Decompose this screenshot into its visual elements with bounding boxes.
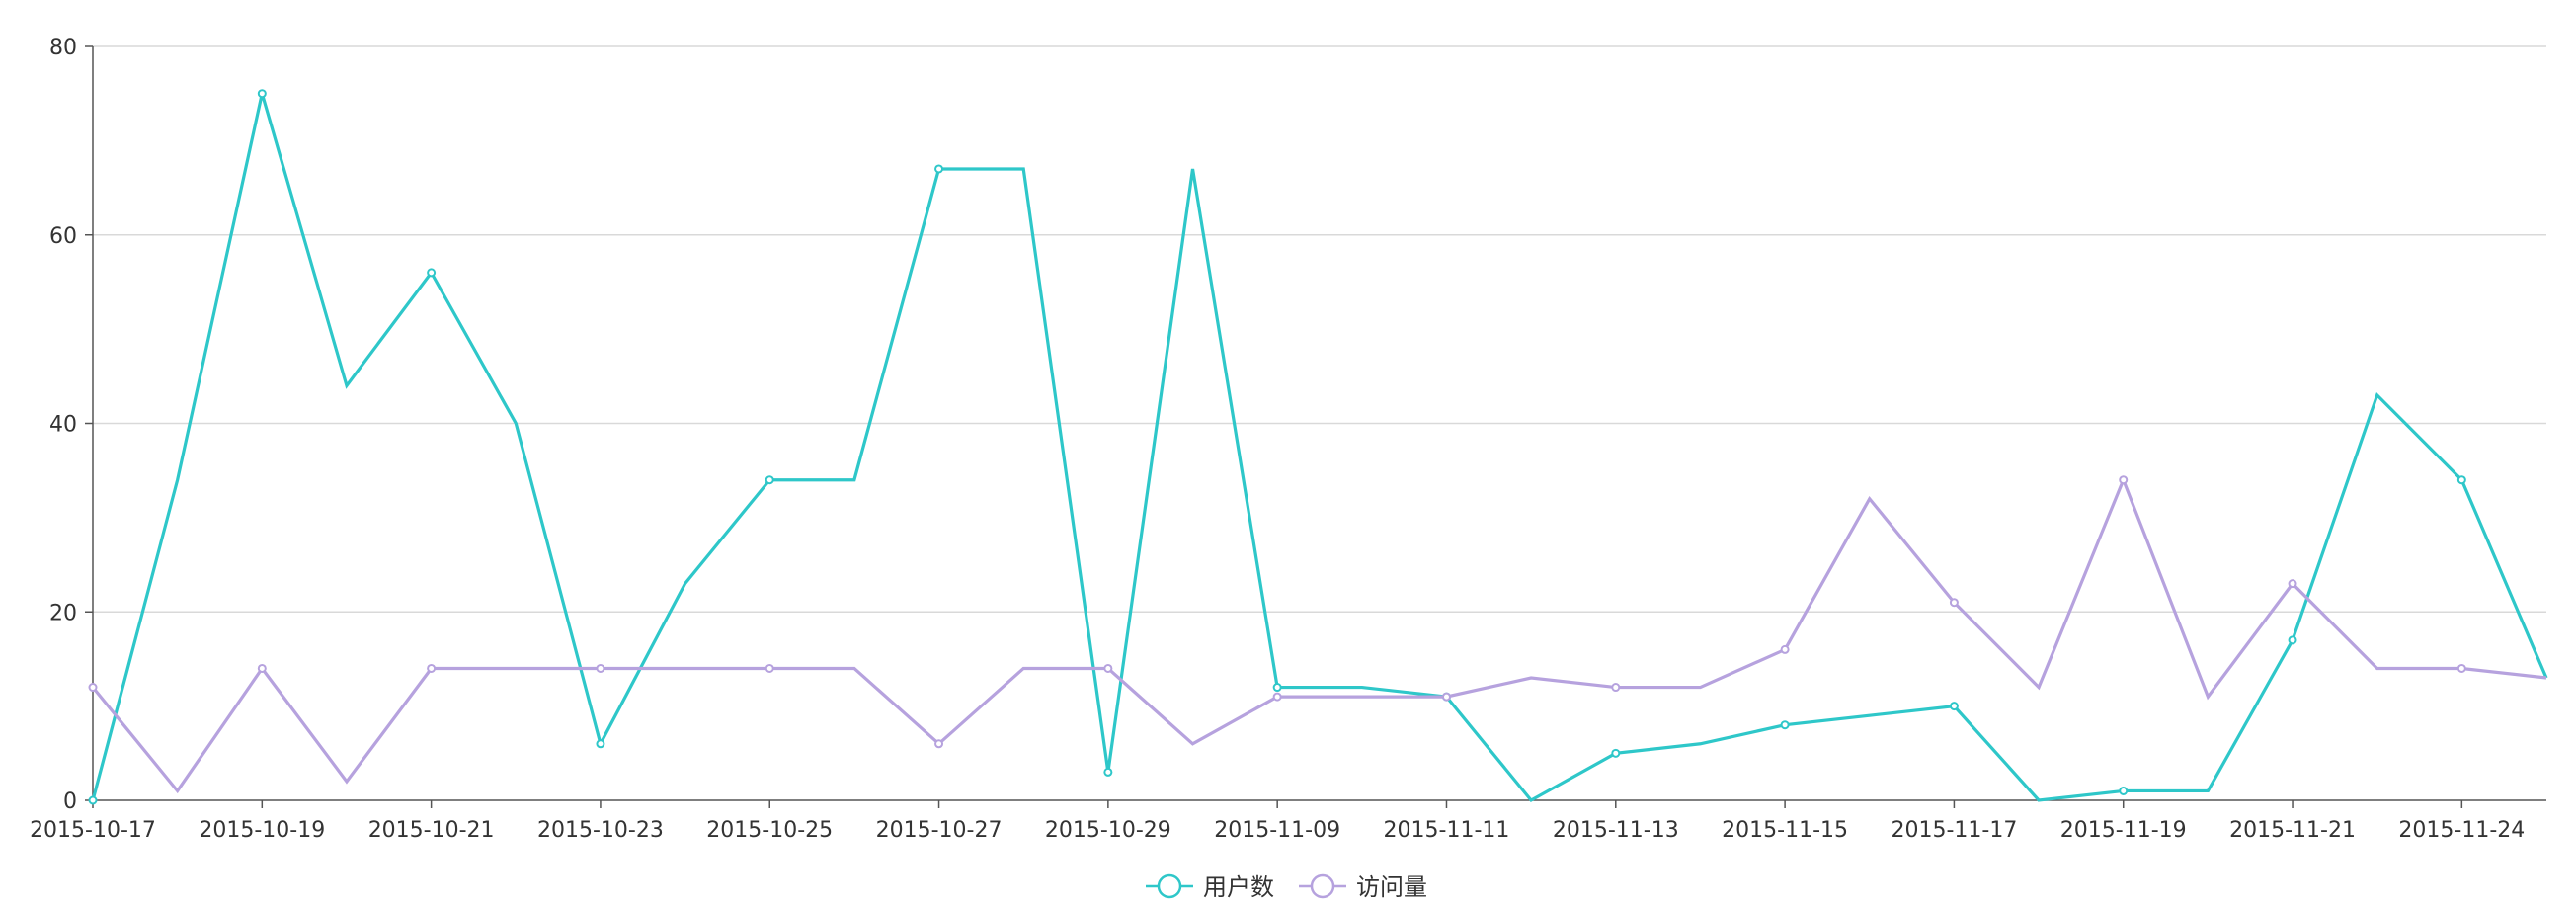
data-point [1272, 692, 1282, 702]
data-point [2456, 475, 2466, 485]
x-tick-label: 2015-11-21 [2229, 818, 2356, 843]
series-line [91, 475, 2547, 794]
x-tick-label: 2015-11-19 [2060, 818, 2187, 843]
x-tick-label: 2015-10-23 [537, 818, 664, 843]
y-tick-label: 40 [49, 413, 77, 438]
data-point [1441, 692, 1451, 702]
data-point [2456, 663, 2466, 673]
x-tick-label: 2015-11-17 [1891, 818, 2017, 843]
data-point [88, 795, 98, 805]
data-point [2119, 475, 2129, 485]
legend[interactable]: 用户数 访问量 [1146, 873, 1427, 901]
x-tick-label: 2015-10-19 [199, 818, 325, 843]
data-point [596, 739, 605, 749]
legend-label: 用户数 [1203, 873, 1274, 901]
data-point [88, 683, 98, 693]
grid-layer [93, 45, 2546, 613]
y-tick-label: 80 [49, 36, 77, 60]
x-tick-label: 2015-11-11 [1384, 818, 1510, 843]
series-layer [88, 89, 2548, 805]
data-point [257, 89, 267, 99]
data-point [1103, 663, 1113, 673]
data-point [765, 663, 774, 673]
legend-swatch-marker [1157, 873, 1182, 899]
series-1 [88, 89, 2548, 805]
x-tick-label: 2015-10-17 [30, 818, 156, 843]
data-point [765, 475, 774, 485]
legend-label: 访问量 [1356, 873, 1427, 901]
y-tick-label: 0 [63, 789, 77, 814]
x-tick-label: 2015-11-13 [1553, 818, 1679, 843]
data-point [1103, 767, 1113, 777]
data-point [1611, 683, 1621, 693]
x-tick-label: 2015-10-27 [876, 818, 1003, 843]
data-point [596, 663, 605, 673]
data-point [1272, 683, 1282, 693]
x-tick-label: 2015-11-09 [1214, 818, 1340, 843]
legend-item-1[interactable]: 用户数 [1146, 873, 1274, 901]
data-point [427, 268, 437, 278]
data-point [2119, 786, 2129, 795]
x-tick-label: 2015-11-24 [2398, 818, 2525, 843]
axis-layer: 0 20 40 60 80 2015-10-17 2015-10-19 2015-10-21 2… [30, 36, 2546, 843]
x-tick-label: 2015-10-29 [1045, 818, 1171, 843]
data-point [1949, 702, 1959, 711]
data-point [2288, 579, 2297, 589]
data-point [1780, 720, 1790, 730]
data-point [1780, 644, 1790, 654]
legend-swatch-marker [1310, 873, 1335, 899]
x-tick-label: 2015-10-21 [368, 818, 495, 843]
legend-item-2[interactable]: 访问量 [1299, 873, 1427, 901]
data-point [427, 663, 437, 673]
data-point [257, 663, 267, 673]
series-2 [88, 475, 2547, 794]
y-tick-label: 60 [49, 224, 77, 249]
data-point [2288, 635, 2297, 645]
x-tick-label: 2015-11-15 [1722, 818, 1848, 843]
data-point [934, 164, 944, 174]
series-line [91, 93, 2548, 803]
y-tick-label: 20 [49, 601, 77, 625]
data-point [1949, 598, 1959, 608]
data-point [934, 739, 944, 749]
data-point [1611, 748, 1621, 758]
x-tick-label: 2015-10-25 [706, 818, 833, 843]
